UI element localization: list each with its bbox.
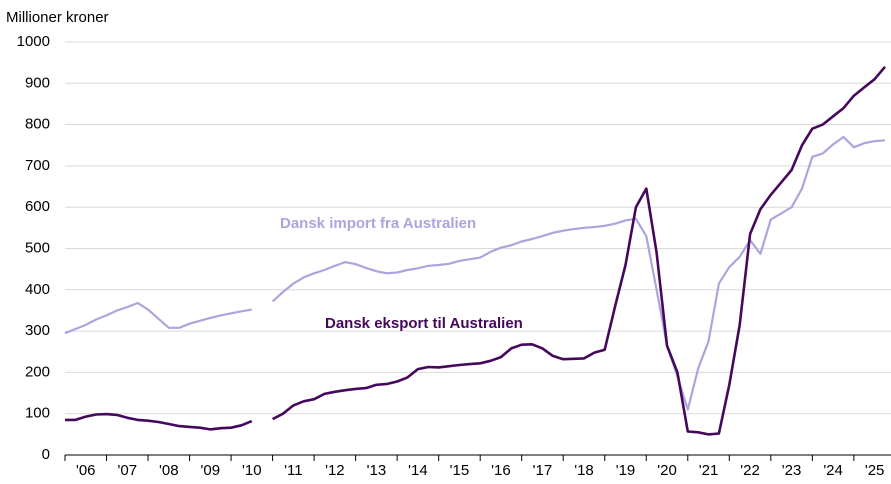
x-tick-label: '25 (865, 462, 885, 479)
x-tick-label: '19 (616, 462, 636, 479)
y-axis-label: Millioner kroner (6, 9, 109, 26)
x-tick-label: '06 (76, 462, 96, 479)
x-tick-label: '24 (823, 462, 843, 479)
y-tick-label: 300 (25, 322, 50, 339)
x-tick-label: '23 (782, 462, 802, 479)
x-tick-label: '17 (533, 462, 553, 479)
x-tick-label: '13 (367, 462, 387, 479)
y-tick-label: 700 (25, 157, 50, 174)
y-tick-label: 500 (25, 239, 50, 256)
x-tick-label: '11 (284, 462, 302, 479)
x-tick-label: '09 (201, 462, 221, 479)
y-tick-label: 200 (25, 363, 50, 380)
series-line (65, 65, 886, 436)
x-tick-label: '08 (159, 462, 179, 479)
x-tick-label: '07 (117, 462, 137, 479)
y-tick-label: 800 (25, 116, 50, 133)
x-tick-label: '22 (740, 462, 760, 479)
x-tick-label: '18 (574, 462, 594, 479)
y-tick-label: 0 (42, 446, 50, 463)
y-tick-label: 1000 (17, 33, 50, 50)
y-tick-label: 100 (25, 405, 50, 422)
y-tick-label: 600 (25, 198, 50, 215)
series-label: Dansk eksport til Australien (325, 315, 523, 332)
x-tick-label: '14 (408, 462, 428, 479)
x-tick-label: '20 (657, 462, 677, 479)
x-tick-label: '10 (242, 462, 262, 479)
y-tick-label: 400 (25, 281, 50, 298)
x-tick-label: '16 (491, 462, 511, 479)
series-line (64, 135, 886, 411)
x-tick-label: '12 (325, 462, 345, 479)
x-tick-label: '15 (450, 462, 470, 479)
series-label: Dansk import fra Australien (280, 215, 476, 232)
x-tick-label: '21 (699, 462, 719, 479)
y-tick-label: 900 (25, 74, 50, 91)
